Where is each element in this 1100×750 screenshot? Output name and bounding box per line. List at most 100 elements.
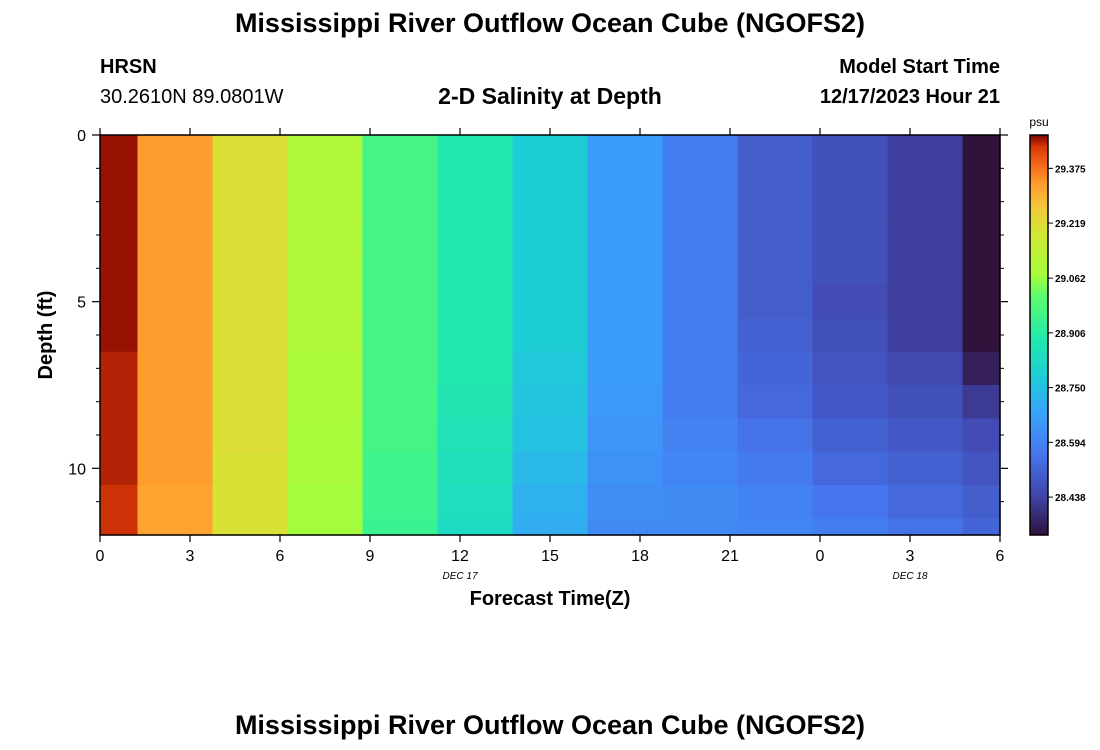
- heatmap-cell: [662, 518, 739, 536]
- heatmap-cell: [587, 318, 664, 353]
- heatmap-cell: [212, 485, 289, 519]
- heatmap-cell: [512, 485, 589, 519]
- heatmap-cell: [287, 218, 364, 253]
- heatmap-cell: [212, 218, 289, 253]
- heatmap-cell: [887, 251, 964, 286]
- chart-subtitle: 2-D Salinity at Depth: [438, 83, 662, 109]
- heatmap-cell: [662, 151, 739, 186]
- heatmap-cell: [587, 518, 664, 536]
- heatmap-cell: [512, 518, 589, 536]
- heatmap-cell: [887, 135, 964, 153]
- heatmap-cell: [287, 518, 364, 536]
- heatmap-cell: [437, 135, 514, 153]
- heatmap-cell: [962, 518, 1001, 536]
- heatmap-cell: [100, 135, 139, 153]
- colorbar-tick-label: 28.750: [1055, 384, 1086, 395]
- heatmap-cell: [212, 418, 289, 453]
- heatmap-cell: [587, 385, 664, 419]
- heatmap-cell: [662, 251, 739, 286]
- colorbar-tick-label: 28.906: [1055, 329, 1086, 340]
- heatmap-cell: [100, 418, 139, 453]
- heatmap-cell: [137, 218, 214, 253]
- heatmap-cell: [212, 185, 289, 219]
- heatmap-cell: [212, 385, 289, 419]
- heatmap-cell: [587, 451, 664, 486]
- y-axis: 0 5 10: [68, 128, 1008, 503]
- heatmap-cell: [137, 251, 214, 286]
- heatmap-cell: [962, 135, 1001, 153]
- heatmap-cell: [737, 451, 814, 486]
- heatmap-cell: [887, 285, 964, 319]
- heatmap-cell: [362, 351, 439, 386]
- heatmap-cell: [437, 151, 514, 186]
- heatmap-cell: [662, 385, 739, 419]
- colorbar-tick-label: 29.219: [1055, 219, 1086, 230]
- heatmap-cell: [887, 151, 964, 186]
- footer-title: Mississippi River Outflow Ocean Cube (NG…: [234, 710, 866, 740]
- heatmap-cell: [437, 318, 514, 353]
- heatmap-cell: [137, 351, 214, 386]
- heatmap-cell: [812, 185, 889, 219]
- heatmap-cell: [737, 135, 814, 153]
- x-tick-label: 18: [631, 548, 649, 565]
- heatmap-cell: [512, 251, 589, 286]
- heatmap-cell: [212, 151, 289, 186]
- heatmap-cell: [212, 251, 289, 286]
- heatmap-cell: [362, 485, 439, 519]
- heatmap-cell: [587, 151, 664, 186]
- x-date-label: DEC 18: [892, 571, 927, 582]
- heatmap-cell: [287, 251, 364, 286]
- heatmap-cell: [962, 251, 1001, 286]
- heatmap-cell: [887, 451, 964, 486]
- heatmap-cell: [737, 185, 814, 219]
- heatmap-cell: [887, 385, 964, 419]
- heatmap-cell: [137, 418, 214, 453]
- heatmap-cell: [437, 451, 514, 486]
- heatmap-cell: [662, 285, 739, 319]
- heatmap-cell: [212, 135, 289, 153]
- heatmap-cell: [137, 135, 214, 153]
- heatmap-cell: [812, 485, 889, 519]
- heatmap-cell: [737, 251, 814, 286]
- heatmap-cell: [137, 318, 214, 353]
- heatmap-cell: [512, 351, 589, 386]
- x-tick-label: 3: [906, 548, 915, 565]
- heatmap-cell: [100, 285, 139, 319]
- chart-title: Mississippi River Outflow Ocean Cube (NG…: [234, 8, 866, 38]
- y-tick-label: 0: [77, 128, 86, 145]
- heatmap-cell: [212, 318, 289, 353]
- heatmap-cell: [962, 418, 1001, 453]
- x-tick-label: 15: [541, 548, 559, 565]
- heatmap-cell: [887, 318, 964, 353]
- heatmap-cell: [737, 151, 814, 186]
- heatmap-cell: [512, 451, 589, 486]
- heatmap-cell: [662, 485, 739, 519]
- heatmap-cell: [512, 151, 589, 186]
- heatmap-cell: [512, 135, 589, 153]
- heatmap-cell: [737, 318, 814, 353]
- heatmap-cell: [587, 485, 664, 519]
- colorbar-gradient: [1029, 134, 1049, 536]
- heatmap-cell: [812, 518, 889, 536]
- heatmap-cell: [662, 318, 739, 353]
- y-tick-label: 10: [68, 461, 86, 478]
- heatmap-cell: [100, 351, 139, 386]
- heatmap-cell: [962, 218, 1001, 253]
- heatmap-cell: [587, 185, 664, 219]
- heatmap-cell: [362, 185, 439, 219]
- heatmap-cell: [587, 285, 664, 319]
- heatmap-cell: [212, 451, 289, 486]
- heatmap-cell: [812, 385, 889, 419]
- heatmap-cell: [587, 351, 664, 386]
- heatmap-cell: [512, 418, 589, 453]
- x-tick-label: 6: [996, 548, 1005, 565]
- heatmap-cell: [100, 385, 139, 419]
- heatmap-cell: [962, 285, 1001, 319]
- heatmap-cell: [737, 418, 814, 453]
- heatmap-cell: [437, 218, 514, 253]
- heatmap-cell: [362, 135, 439, 153]
- colorbar-tick-label: 29.375: [1055, 164, 1086, 175]
- x-tick-label: 21: [721, 548, 739, 565]
- heatmap-cell: [362, 318, 439, 353]
- heatmap-cell: [362, 251, 439, 286]
